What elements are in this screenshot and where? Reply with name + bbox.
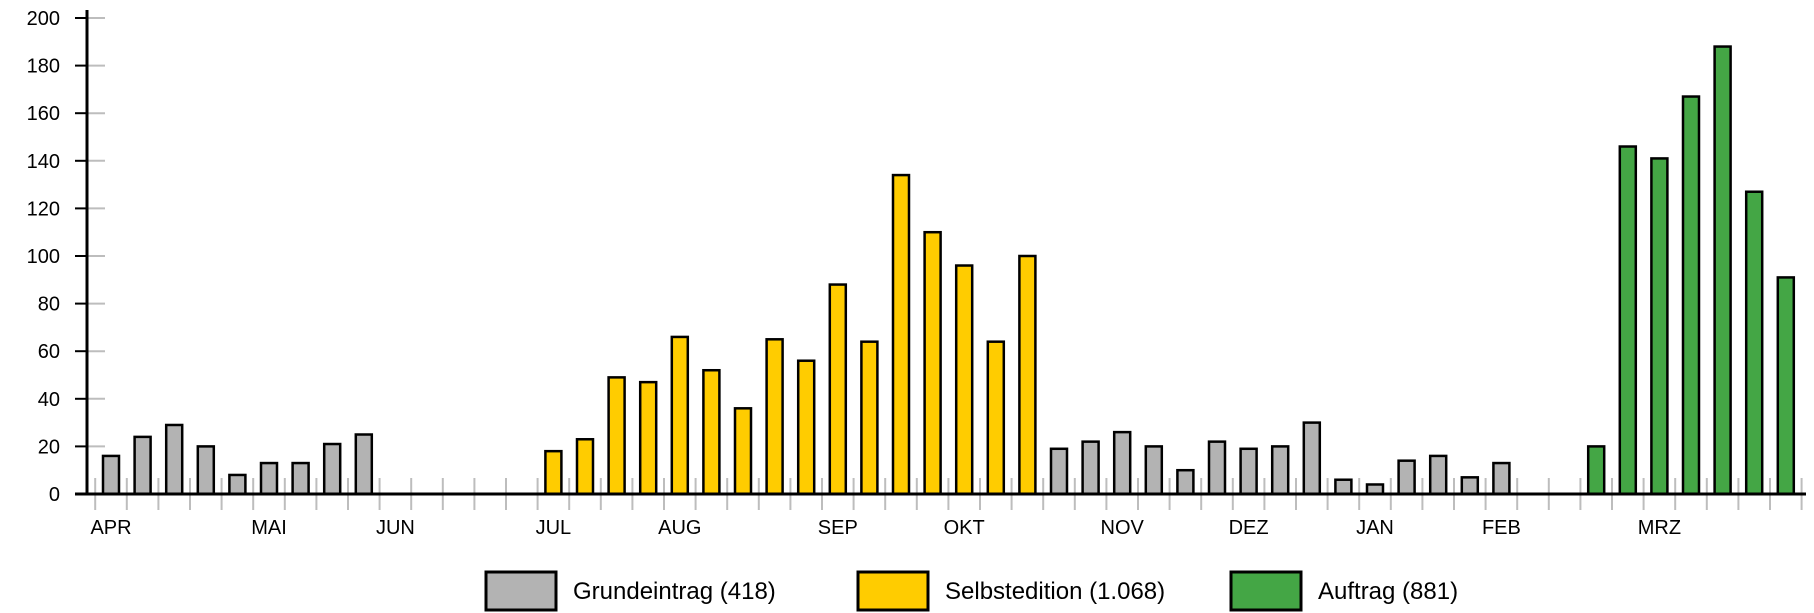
y-tick-label: 100 <box>27 246 60 268</box>
y-tick-label: 160 <box>27 103 60 125</box>
bar-auftrag <box>1650 157 1669 496</box>
legend: Grundeintrag (418) Selbstedition (1.068) A… <box>484 570 1458 612</box>
bar-auftrag <box>1586 445 1606 496</box>
bar-selbstedition <box>828 283 848 496</box>
x-month-label: NOV <box>1101 517 1145 539</box>
bar-auftrag <box>1681 95 1701 496</box>
bar-selbstedition <box>702 368 721 496</box>
y-tick-label: 120 <box>27 198 60 220</box>
bar-auftrag <box>1713 45 1732 496</box>
x-month-label: MAI <box>251 517 287 539</box>
y-tick-label: 0 <box>49 484 60 506</box>
bar-selbstedition <box>733 407 753 496</box>
bar-auftrag <box>1744 190 1764 496</box>
x-month-label: JAN <box>1356 517 1394 539</box>
bar-grundeintrag <box>1460 476 1480 496</box>
bar-grundeintrag <box>196 445 216 496</box>
bar-grundeintrag <box>1207 440 1227 496</box>
bar-selbstedition <box>860 340 879 496</box>
legend-label: Selbstedition (1.068) <box>945 578 1165 605</box>
x-month-label: AUG <box>658 517 701 539</box>
x-month-label: DEZ <box>1229 517 1269 539</box>
bar-selbstedition <box>923 230 942 496</box>
bar-selbstedition <box>954 264 974 496</box>
y-tick-label: 80 <box>38 294 60 316</box>
bar-grundeintrag <box>291 461 310 496</box>
bar-grundeintrag <box>1302 421 1322 496</box>
bar-grundeintrag <box>228 473 247 496</box>
x-month-labels: APR MAI JUN JUL AUG SEP OKT NOV DEZ JAN FEB MRZ <box>90 517 1681 539</box>
bar-selbstedition <box>638 380 658 496</box>
x-month-label: MRZ <box>1638 517 1681 539</box>
x-month-label: JUL <box>536 517 572 539</box>
x-month-label: OKT <box>944 517 985 539</box>
x-month-label: JUN <box>376 517 415 539</box>
bar-grundeintrag <box>1081 440 1100 496</box>
bar-grundeintrag <box>1270 445 1290 496</box>
bar-grundeintrag <box>259 461 279 496</box>
x-month-label: SEP <box>818 517 858 539</box>
bar-selbstedition <box>607 376 626 496</box>
bar-grundeintrag <box>101 454 121 496</box>
bar-grundeintrag <box>1144 445 1164 496</box>
bar-selbstedition <box>670 335 690 496</box>
axis-ticks <box>87 17 1803 510</box>
bar-grundeintrag <box>1397 459 1416 496</box>
bar-selbstedition <box>986 340 1006 496</box>
bar-grundeintrag <box>164 423 184 496</box>
bar-selbstedition <box>575 438 595 496</box>
y-tick-label: 180 <box>27 56 60 78</box>
bar-auftrag <box>1618 145 1638 496</box>
legend-label: Auftrag (881) <box>1318 578 1458 605</box>
bar-selbstedition <box>891 173 911 496</box>
bar-grundeintrag <box>1428 454 1448 496</box>
y-tick-label: 140 <box>27 151 60 173</box>
legend-swatch <box>856 570 930 612</box>
y-tick-label: 60 <box>38 341 60 363</box>
y-tick-label: 200 <box>27 8 60 30</box>
bar-grundeintrag <box>322 442 342 496</box>
legend-label: Grundeintrag (418) <box>573 578 776 605</box>
y-tick-label: 20 <box>38 436 60 458</box>
bar-grundeintrag <box>1334 478 1353 496</box>
bar-selbstedition <box>544 449 563 496</box>
bar-grundeintrag <box>1492 461 1511 496</box>
axes <box>75 10 1806 496</box>
x-month-label: APR <box>90 517 131 539</box>
bar-grundeintrag <box>354 433 374 496</box>
bar-grundeintrag <box>1176 468 1195 496</box>
bar-grundeintrag <box>1049 447 1069 496</box>
legend-swatch <box>484 570 558 612</box>
x-month-label: FEB <box>1482 517 1521 539</box>
bar-auftrag <box>1776 276 1796 496</box>
bar-selbstedition <box>765 338 784 496</box>
y-tick-labels: 0 20 40 60 80 100 120 140 160 180 200 <box>27 8 60 506</box>
bar-grundeintrag <box>1112 430 1132 496</box>
bar-grundeintrag <box>1239 447 1258 496</box>
bar-selbstedition <box>1018 254 1037 496</box>
legend-swatch <box>1229 570 1303 612</box>
bar-grundeintrag <box>133 435 152 496</box>
bars <box>101 45 1796 496</box>
bar-selbstedition <box>796 359 816 496</box>
y-tick-label: 40 <box>38 389 60 411</box>
